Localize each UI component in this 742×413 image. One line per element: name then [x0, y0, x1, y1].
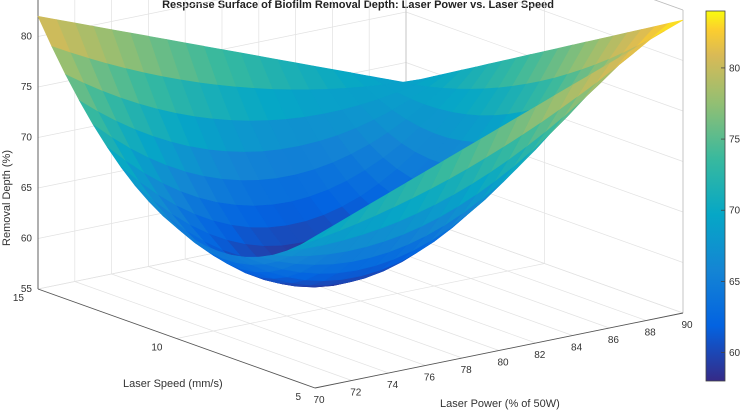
- x-tick-label: 78: [461, 365, 473, 376]
- z-tick-label: 75: [21, 82, 33, 93]
- tick-labels: 5560657075808551015707274767880828486889…: [13, 32, 693, 407]
- colorbar-tick-label: 80: [729, 63, 741, 74]
- y-tick-label: 10: [151, 343, 163, 354]
- colorbar-tick-label: 60: [729, 348, 741, 359]
- z-tick-label: 80: [21, 32, 33, 43]
- surface-patch: [300, 225, 334, 245]
- x-tick-label: 70: [313, 395, 325, 406]
- colorbar-tick-label: 65: [729, 277, 741, 288]
- z-tick-label: 70: [21, 133, 33, 144]
- x-tick-label: 74: [387, 380, 399, 391]
- colorbar-tick-label: 70: [729, 206, 741, 217]
- y-tick-label: 15: [13, 293, 25, 304]
- x-tick-label: 88: [645, 328, 657, 339]
- x-tick-label: 76: [424, 373, 436, 384]
- x-tick-label: 84: [571, 343, 583, 354]
- x-axis-label: Laser Power (% of 50W): [440, 398, 560, 410]
- z-tick-label: 60: [21, 234, 33, 245]
- y-axis-label: Laser Speed (mm/s): [123, 378, 223, 390]
- colorbar-tick-label: 75: [729, 135, 741, 146]
- x-tick-label: 72: [350, 388, 362, 399]
- colorbar: [705, 10, 726, 382]
- x-tick-label: 82: [534, 350, 546, 361]
- y-tick-label: 5: [295, 392, 301, 403]
- z-tick-label: 65: [21, 183, 33, 194]
- chart-title: Response Surface of Biofilm Removal Dept…: [162, 0, 554, 11]
- z-axis-label: Removal Depth (%): [1, 150, 13, 246]
- z-tick-label: 55: [21, 284, 33, 295]
- x-tick-label: 80: [497, 358, 509, 369]
- x-tick-label: 86: [608, 335, 620, 346]
- response-surface: [37, 15, 684, 288]
- colorbar-ticks: 60 65 70 75 80: [721, 63, 741, 359]
- x-tick-label: 90: [681, 320, 693, 331]
